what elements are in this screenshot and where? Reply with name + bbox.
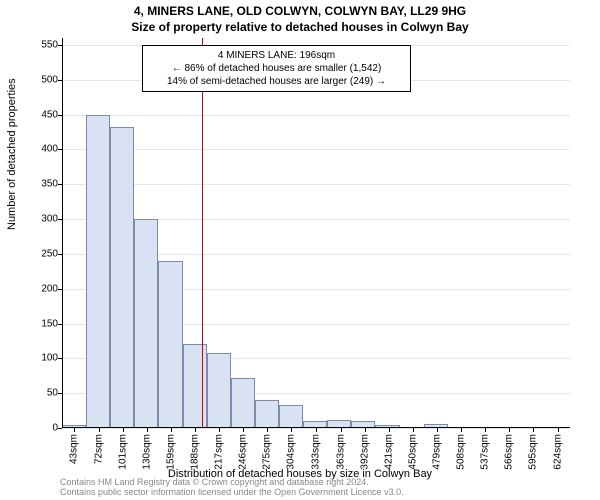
x-tick-label: 333sqm bbox=[310, 434, 321, 470]
x-tick-mark bbox=[171, 428, 172, 432]
histogram-bar bbox=[255, 400, 279, 428]
histogram-bar bbox=[134, 219, 158, 428]
y-tick-label: 150 bbox=[41, 318, 58, 329]
x-tick-label: 624sqm bbox=[552, 434, 563, 470]
annotation-line1: 4 MINERS LANE: 196sqm bbox=[149, 49, 404, 62]
x-tick-label: 479sqm bbox=[431, 434, 442, 470]
x-tick-label: 43sqm bbox=[69, 434, 80, 464]
histogram-bar bbox=[183, 344, 207, 428]
y-tick-label: 500 bbox=[41, 74, 58, 85]
x-tick-mark bbox=[219, 428, 220, 432]
x-tick-mark bbox=[413, 428, 414, 432]
x-tick-mark bbox=[99, 428, 100, 432]
x-tick-label: 188sqm bbox=[190, 434, 201, 470]
x-tick-label: 246sqm bbox=[238, 434, 249, 470]
y-tick-label: 200 bbox=[41, 283, 58, 294]
y-tick-label: 100 bbox=[41, 353, 58, 364]
x-tick-mark bbox=[365, 428, 366, 432]
y-tick-label: 550 bbox=[41, 39, 58, 50]
x-tick-mark bbox=[533, 428, 534, 432]
x-tick-label: 130sqm bbox=[141, 434, 152, 470]
reference-line bbox=[202, 38, 203, 428]
x-tick-mark bbox=[267, 428, 268, 432]
x-tick-mark bbox=[485, 428, 486, 432]
histogram-bar bbox=[207, 353, 231, 428]
x-tick-label: 159sqm bbox=[165, 434, 176, 470]
annotation-box: 4 MINERS LANE: 196sqm← 86% of detached h… bbox=[142, 45, 411, 92]
x-tick-mark bbox=[123, 428, 124, 432]
y-tick-label: 250 bbox=[41, 248, 58, 259]
x-tick-label: 72sqm bbox=[93, 434, 104, 464]
plot-area: 05010015020025030035040045050055043sqm72… bbox=[62, 38, 570, 428]
x-tick-label: 537sqm bbox=[480, 434, 491, 470]
x-tick-label: 450sqm bbox=[407, 434, 418, 470]
footer-attribution: Contains HM Land Registry data © Crown c… bbox=[60, 478, 404, 498]
y-tick-label: 350 bbox=[41, 179, 58, 190]
footer-line2: Contains public sector information licen… bbox=[60, 488, 404, 498]
x-tick-label: 595sqm bbox=[528, 434, 539, 470]
x-tick-label: 304sqm bbox=[286, 434, 297, 470]
grid-line bbox=[62, 184, 570, 185]
y-tick-label: 400 bbox=[41, 144, 58, 155]
x-tick-mark bbox=[243, 428, 244, 432]
x-tick-label: 421sqm bbox=[383, 434, 394, 470]
chart-title-line1: 4, MINERS LANE, OLD COLWYN, COLWYN BAY, … bbox=[0, 4, 600, 18]
y-tick-label: 450 bbox=[41, 109, 58, 120]
chart-container: 4, MINERS LANE, OLD COLWYN, COLWYN BAY, … bbox=[0, 0, 600, 500]
x-tick-mark bbox=[461, 428, 462, 432]
histogram-bar bbox=[231, 378, 255, 428]
grid-line bbox=[62, 149, 570, 150]
x-tick-label: 217sqm bbox=[214, 434, 225, 470]
y-axis-label: Number of detached properties bbox=[6, 78, 18, 230]
x-tick-mark bbox=[437, 428, 438, 432]
histogram-bar bbox=[158, 261, 182, 428]
x-tick-label: 392sqm bbox=[359, 434, 370, 470]
x-tick-mark bbox=[389, 428, 390, 432]
x-tick-mark bbox=[147, 428, 148, 432]
annotation-line2: ← 86% of detached houses are smaller (1,… bbox=[149, 62, 404, 75]
x-tick-label: 101sqm bbox=[117, 434, 128, 470]
histogram-bar bbox=[279, 405, 303, 428]
histogram-bar bbox=[86, 115, 110, 428]
y-tick-label: 300 bbox=[41, 214, 58, 225]
x-tick-mark bbox=[558, 428, 559, 432]
x-tick-mark bbox=[195, 428, 196, 432]
y-tick-label: 0 bbox=[52, 423, 58, 434]
y-tick-mark bbox=[58, 428, 62, 429]
y-axis-line bbox=[62, 38, 63, 428]
x-tick-label: 363sqm bbox=[335, 434, 346, 470]
grid-line bbox=[62, 115, 570, 116]
x-tick-mark bbox=[291, 428, 292, 432]
y-tick-label: 50 bbox=[47, 388, 58, 399]
x-tick-label: 275sqm bbox=[262, 434, 273, 470]
x-tick-label: 508sqm bbox=[456, 434, 467, 470]
x-tick-mark bbox=[74, 428, 75, 432]
x-tick-mark bbox=[509, 428, 510, 432]
histogram-bar bbox=[110, 127, 134, 428]
x-tick-mark bbox=[316, 428, 317, 432]
annotation-line3: 14% of semi-detached houses are larger (… bbox=[149, 75, 404, 88]
chart-title-line2: Size of property relative to detached ho… bbox=[0, 20, 600, 34]
x-axis-line bbox=[62, 427, 570, 428]
x-tick-mark bbox=[341, 428, 342, 432]
x-tick-label: 566sqm bbox=[504, 434, 515, 470]
